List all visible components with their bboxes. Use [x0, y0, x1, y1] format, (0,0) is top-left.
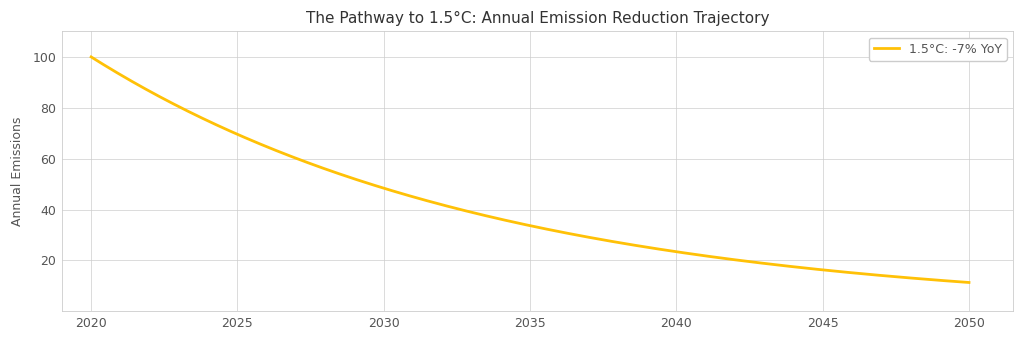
Legend: 1.5°C: -7% YoY: 1.5°C: -7% YoY	[868, 38, 1007, 61]
1.5°C: -7% YoY: (2.02e+03, 100): -7% YoY: (2.02e+03, 100)	[85, 55, 97, 59]
1.5°C: -7% YoY: (2.03e+03, 35.6): -7% YoY: (2.03e+03, 35.6)	[502, 219, 514, 223]
1.5°C: -7% YoY: (2.05e+03, 11.9): -7% YoY: (2.05e+03, 11.9)	[942, 279, 954, 283]
1.5°C: -7% YoY: (2.04e+03, 16.8): -7% YoY: (2.04e+03, 16.8)	[805, 267, 817, 271]
Line: 1.5°C: -7% YoY: 1.5°C: -7% YoY	[91, 57, 969, 282]
1.5°C: -7% YoY: (2.04e+03, 30.8): -7% YoY: (2.04e+03, 30.8)	[560, 231, 572, 235]
Y-axis label: Annual Emissions: Annual Emissions	[11, 117, 25, 226]
Title: The Pathway to 1.5°C: Annual Emission Reduction Trajectory: The Pathway to 1.5°C: Annual Emission Re…	[305, 11, 769, 26]
1.5°C: -7% YoY: (2.04e+03, 27.4): -7% YoY: (2.04e+03, 27.4)	[607, 240, 620, 244]
1.5°C: -7% YoY: (2.05e+03, 11.3): -7% YoY: (2.05e+03, 11.3)	[963, 280, 975, 284]
1.5°C: -7% YoY: (2.03e+03, 35.1): -7% YoY: (2.03e+03, 35.1)	[507, 220, 519, 224]
